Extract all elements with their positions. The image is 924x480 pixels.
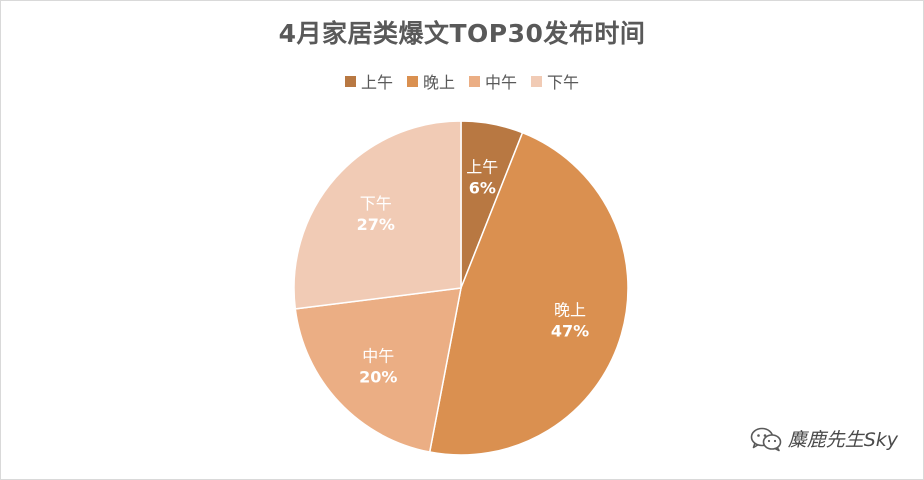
slice-label-noon: 中午 [362,347,394,366]
watermark: 麋鹿先生Sky [750,425,898,452]
legend-swatch-afternoon [531,75,543,87]
legend-label-afternoon: 下午 [547,73,580,92]
slice-value-morning: 6% [469,178,496,197]
slice-value-noon: 20% [359,368,397,387]
legend-item-noon: 中午 [469,69,517,93]
legend-swatch-morning [344,75,356,87]
legend-item-afternoon: 下午 [531,69,579,93]
legend-swatch-noon [469,75,480,87]
slice-value-afternoon: 27% [357,215,395,234]
pie-slice-evening [428,131,629,456]
legend-label-noon: 中午 [485,73,518,92]
watermark-text: 麋鹿先生Sky [787,429,898,451]
chart-legend: 上午 晚上 中午 下午 [0,69,924,93]
pie-slice-noon [294,287,462,453]
slice-label-evening: 晚上 [554,301,586,320]
pie-slice-afternoon [293,120,462,310]
legend-item-evening: 晚上 [406,69,455,93]
wechat-icon [750,427,781,451]
legend-swatch-evening [406,75,418,87]
slice-value-evening: 47% [551,322,589,341]
legend-label-morning: 上午 [360,73,393,92]
legend-item-morning: 上午 [344,69,393,93]
slice-label-afternoon: 下午 [360,194,392,213]
slice-label-morning: 上午 [466,157,498,176]
legend-label-evening: 晚上 [422,73,455,92]
chart-title: 4月家居类爆文TOP30发布时间 [278,19,646,48]
